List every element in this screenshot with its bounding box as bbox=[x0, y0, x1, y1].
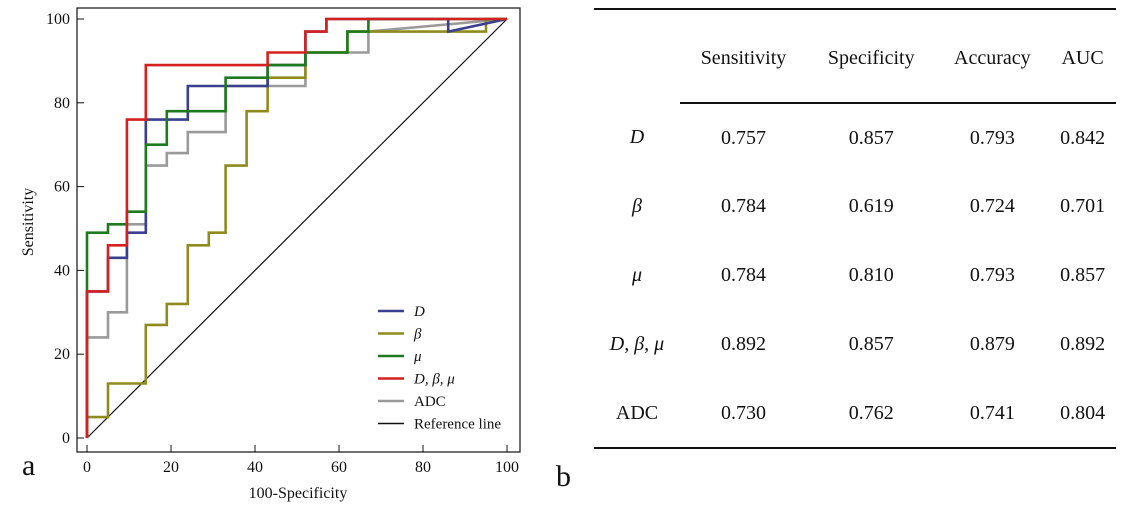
cell-accuracy: 0.793 bbox=[969, 126, 1015, 149]
series-line-3 bbox=[85, 17, 507, 438]
row-name: D bbox=[629, 126, 645, 148]
table-row: β 0.784 0.619 0.724 0.701 bbox=[594, 172, 1116, 241]
y-tick-label: 20 bbox=[54, 346, 70, 363]
plot-frame bbox=[76, 7, 521, 453]
cell-specificity: 0.810 bbox=[848, 264, 894, 286]
series-line-5 bbox=[86, 18, 508, 439]
x-axis-label: 100-Specificity bbox=[249, 485, 348, 502]
table-header-blank bbox=[594, 9, 680, 103]
table-header-row: Sensitivity Specificity Accuracy AUC bbox=[594, 9, 1116, 104]
row-name: μ bbox=[631, 264, 643, 286]
cell-specificity: 0.857 bbox=[848, 333, 894, 355]
cell-sensitivity: 0.757 bbox=[720, 126, 766, 149]
legend-label: D bbox=[413, 304, 425, 320]
row-name: ADC bbox=[615, 401, 659, 424]
cell-sensitivity: 0.784 bbox=[720, 264, 766, 286]
series-layer bbox=[85, 17, 508, 439]
series-line-2 bbox=[85, 17, 507, 438]
cell-auc: 0.842 bbox=[1060, 126, 1106, 149]
table-header-sensitivity: Sensitivity bbox=[680, 9, 807, 104]
legend: Dβμ D, β, μ ADC Reference line bbox=[378, 304, 501, 433]
table-row: ADC 0.730 0.762 0.741 0.804 bbox=[594, 379, 1116, 448]
y-tick-label: 80 bbox=[54, 95, 70, 112]
legend-label: β bbox=[413, 327, 422, 343]
table-row: D, β, μ 0.892 0.857 0.879 0.892 bbox=[594, 310, 1116, 379]
legend-label: μ bbox=[413, 349, 422, 365]
cell-auc: 0.892 bbox=[1060, 333, 1106, 355]
legend-label: Reference line bbox=[414, 417, 501, 433]
y-tick-label: 100 bbox=[46, 11, 70, 28]
cell-sensitivity: 0.730 bbox=[720, 401, 766, 424]
ticks-layer: 0 20 40 60 80 100 0 20 40 60 80 100 bbox=[46, 11, 519, 476]
x-tick-label: 60 bbox=[331, 459, 347, 476]
row-name: D, β, μ bbox=[609, 333, 665, 355]
legend-label: D, β, μ bbox=[413, 372, 455, 388]
row-name: β bbox=[632, 195, 642, 217]
y-tick-label: 0 bbox=[62, 430, 70, 447]
x-tick-label: 0 bbox=[83, 459, 91, 476]
cell-auc: 0.701 bbox=[1060, 195, 1106, 217]
cell-auc: 0.857 bbox=[1060, 264, 1106, 286]
cell-accuracy: 0.879 bbox=[969, 333, 1015, 355]
table-row: μ 0.784 0.810 0.793 0.857 bbox=[594, 241, 1116, 310]
metrics-table: Sensitivity Specificity Accuracy AUC D 0… bbox=[594, 8, 1116, 449]
cell-specificity: 0.619 bbox=[848, 195, 894, 217]
table-header-accuracy: Accuracy bbox=[935, 9, 1050, 104]
table-header-specificity: Specificity bbox=[806, 9, 936, 104]
cell-accuracy: 0.793 bbox=[969, 264, 1015, 286]
cell-accuracy: 0.724 bbox=[969, 195, 1015, 217]
x-tick-label: 100 bbox=[495, 459, 519, 476]
x-tick-label: 40 bbox=[247, 459, 263, 476]
cell-specificity: 0.762 bbox=[848, 401, 894, 424]
legend-label: ADC bbox=[414, 394, 446, 410]
x-tick-label: 80 bbox=[415, 459, 431, 476]
y-axis-label: Sensitivity bbox=[20, 188, 37, 256]
cell-auc: 0.804 bbox=[1060, 401, 1106, 424]
cell-sensitivity: 0.784 bbox=[720, 195, 766, 217]
table-header-auc: AUC bbox=[1049, 9, 1116, 104]
y-tick-label: 60 bbox=[54, 179, 70, 196]
panel-label-a: a bbox=[22, 449, 36, 482]
table-row: D 0.757 0.857 0.793 0.842 bbox=[594, 103, 1116, 172]
y-tick-label: 40 bbox=[54, 262, 70, 279]
cell-specificity: 0.857 bbox=[848, 126, 894, 149]
x-tick-label: 20 bbox=[163, 459, 179, 476]
cell-accuracy: 0.741 bbox=[969, 401, 1015, 424]
panel-label-b: b bbox=[556, 460, 571, 493]
cell-sensitivity: 0.892 bbox=[720, 333, 766, 355]
roc-chart: 0 20 40 60 80 100 0 20 40 60 80 100 100-Specificity… bbox=[20, 7, 521, 502]
